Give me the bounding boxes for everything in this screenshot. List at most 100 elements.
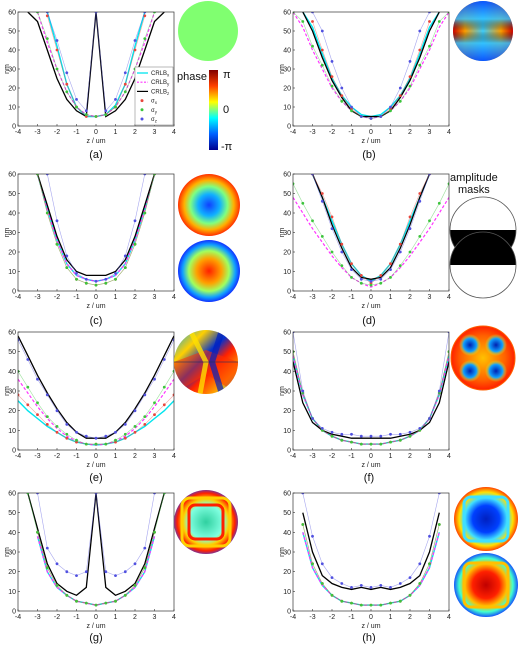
data-point-sigma-z <box>359 434 363 438</box>
axes-frame-h <box>292 492 450 612</box>
colorbar-gradient <box>209 70 218 150</box>
data-point-sigma-z <box>114 98 117 101</box>
x-tick-label: 0 <box>369 453 373 460</box>
data-point-sigma-y <box>428 44 431 48</box>
panel-label: (h) <box>362 632 375 644</box>
data-point-sigma-y <box>330 84 334 88</box>
data-point-sigma-y <box>104 281 108 285</box>
data-point-sigma-z <box>398 582 402 585</box>
x-tick-label: 2 <box>408 614 412 621</box>
data-point-sigma-y <box>45 211 49 215</box>
data-point-sigma-x <box>65 82 69 86</box>
data-point-sigma-y <box>123 432 127 436</box>
series-line-crlb-z <box>27 12 165 118</box>
data-point-sigma-z <box>398 250 402 254</box>
data-point-sigma-z <box>65 423 69 426</box>
x-tick-label: 4 <box>447 129 451 136</box>
data-point-sigma-z <box>340 582 344 585</box>
data-point-sigma-z <box>398 86 402 90</box>
series-line-crlb-z <box>293 361 449 439</box>
data-point-sigma-z <box>330 576 334 579</box>
data-point-sigma-x <box>65 436 69 440</box>
data-point-sigma-z <box>84 434 88 438</box>
data-point-sigma-y <box>123 90 127 94</box>
x-tick-label: 0 <box>369 614 373 621</box>
y-tick-label: 50 <box>283 349 291 356</box>
data-point-sigma-y <box>389 276 392 279</box>
series-line-sigma-x <box>312 21 430 119</box>
data-point-sigma-x <box>143 14 147 18</box>
data-point-sigma-x <box>359 274 363 277</box>
y-axis-label: nm <box>279 386 286 396</box>
y-tick-label: 60 <box>8 172 16 179</box>
data-point-sigma-y <box>398 99 402 103</box>
data-point-sigma-x <box>311 20 314 23</box>
data-point-sigma-z <box>311 534 314 538</box>
data-point-sigma-x <box>45 423 49 426</box>
x-axis-label: z / um <box>361 623 380 630</box>
y-tick-label: 20 <box>8 86 16 93</box>
y-tick-label: 50 <box>283 191 291 198</box>
legend-swatch <box>140 117 144 121</box>
y-tick-label: 10 <box>283 589 291 596</box>
data-point-sigma-y <box>437 20 441 23</box>
x-tick-label: 3 <box>153 294 157 301</box>
data-point-sigma-y <box>320 235 324 238</box>
data-point-sigma-x <box>379 274 383 277</box>
data-point-sigma-y <box>26 385 30 389</box>
x-tick-label: 3 <box>428 129 432 136</box>
data-point-sigma-z <box>123 423 127 426</box>
data-point-sigma-x <box>320 192 324 195</box>
data-point-sigma-y <box>143 37 147 40</box>
y-tick-label: 20 <box>283 569 291 576</box>
data-point-sigma-z <box>359 277 363 281</box>
y-tick-label: 60 <box>8 10 16 17</box>
data-point-sigma-z <box>379 115 383 118</box>
y-tick-label: 10 <box>8 428 16 435</box>
data-point-sigma-x <box>162 403 166 407</box>
data-point-sigma-x <box>398 242 402 246</box>
data-point-sigma-z <box>133 409 137 413</box>
data-point-sigma-y <box>153 530 156 534</box>
amplitude-masks-label: amplitude masks <box>450 172 498 196</box>
panel-label: (c) <box>90 315 103 327</box>
pupil-phase-helix <box>174 330 238 394</box>
data-point-sigma-x <box>55 430 59 434</box>
data-point-sigma-z <box>408 576 412 579</box>
series-line-sigma-y <box>293 12 449 119</box>
series-line-sigma-x <box>37 532 155 606</box>
data-point-sigma-y <box>75 599 78 603</box>
series-line-sigma-x <box>18 394 174 445</box>
data-point-sigma-y <box>114 277 117 281</box>
plot-area-b <box>293 12 449 120</box>
data-point-sigma-z <box>418 29 422 33</box>
x-tick-label: -3 <box>34 294 40 301</box>
data-point-sigma-z <box>55 39 59 42</box>
axes-frame-b <box>292 11 450 127</box>
series-line-crlb-z <box>311 174 431 280</box>
data-point-sigma-z <box>55 219 59 223</box>
data-point-sigma-y <box>55 584 59 587</box>
panel-label: (f) <box>364 472 374 484</box>
legend-swatch <box>140 99 144 103</box>
legend-entry: σx <box>140 99 158 105</box>
data-point-sigma-y <box>398 599 402 603</box>
y-tick-label: 20 <box>8 250 16 257</box>
y-tick-label: 50 <box>8 191 16 198</box>
series-line-sigma-x <box>47 15 146 117</box>
x-axis-label: z / um <box>361 138 380 145</box>
data-point-sigma-z <box>104 570 108 574</box>
data-point-sigma-y <box>379 442 383 446</box>
data-point-sigma-z <box>320 562 324 566</box>
y-tick-label: 0 <box>287 289 291 296</box>
data-point-sigma-y <box>75 277 78 281</box>
x-tick-label: -4 <box>15 129 21 136</box>
data-point-sigma-z <box>369 279 373 283</box>
y-tick-label: 30 <box>283 389 291 396</box>
legend-entry: σz <box>140 117 158 124</box>
data-point-sigma-z <box>65 71 69 75</box>
data-point-sigma-y <box>408 84 412 88</box>
